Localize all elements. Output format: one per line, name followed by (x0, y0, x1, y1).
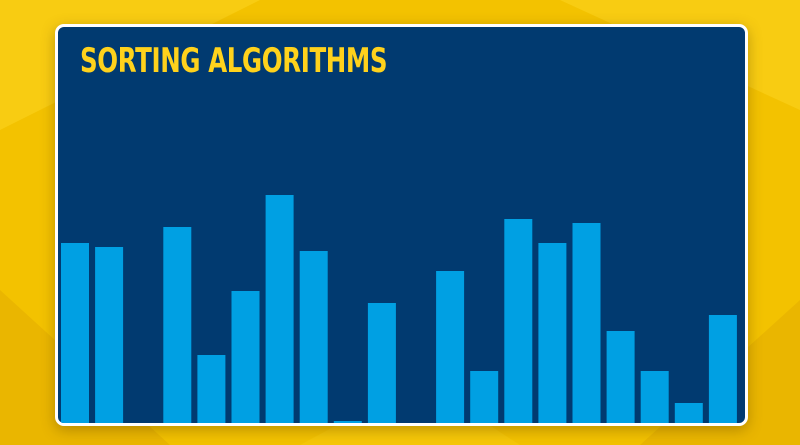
array-bar (163, 227, 192, 423)
array-bar (333, 421, 362, 423)
bar-array (61, 195, 737, 423)
array-bar (470, 371, 499, 423)
array-bar (436, 271, 465, 423)
visualizer-card: SORTING ALGORITHMS (55, 24, 748, 426)
array-bar (231, 291, 260, 423)
array-bar (367, 303, 396, 423)
array-bar (265, 195, 294, 423)
array-bar (538, 243, 567, 423)
array-bar (61, 243, 89, 423)
array-bar (606, 331, 635, 423)
page-title: SORTING ALGORITHMS (80, 41, 388, 81)
array-bar (572, 223, 601, 423)
array-bar (708, 315, 737, 423)
array-bar (95, 247, 124, 423)
array-bar (504, 219, 533, 423)
array-bar (197, 355, 226, 423)
array-bar (640, 371, 669, 423)
array-bar (299, 251, 328, 423)
array-bar (674, 403, 703, 423)
